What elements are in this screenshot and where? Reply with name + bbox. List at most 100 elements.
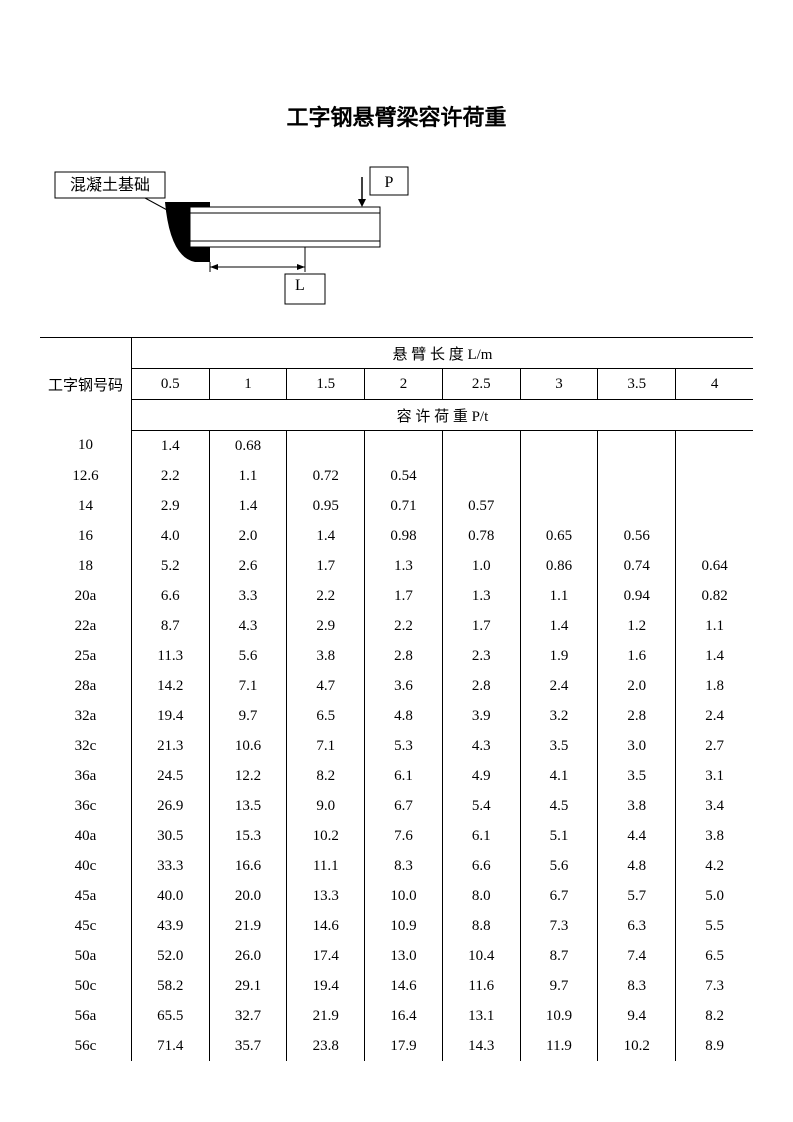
value-cell: 1.4 — [209, 491, 287, 521]
value-cell: 1.6 — [598, 641, 676, 671]
value-cell: 6.5 — [287, 701, 365, 731]
value-cell: 3.8 — [287, 641, 365, 671]
value-cell: 1.8 — [676, 671, 753, 701]
length-header-cell: 2.5 — [442, 369, 520, 400]
value-cell: 0.78 — [442, 521, 520, 551]
value-cell: 14.3 — [442, 1031, 520, 1061]
value-cell — [520, 461, 598, 491]
value-cell: 13.3 — [287, 881, 365, 911]
value-cell: 14.6 — [287, 911, 365, 941]
value-cell: 8.2 — [287, 761, 365, 791]
value-cell: 2.6 — [209, 551, 287, 581]
value-cell: 6.1 — [365, 761, 443, 791]
value-cell: 9.7 — [520, 971, 598, 1001]
table-row: 50a52.026.017.413.010.48.77.46.5 — [40, 941, 753, 971]
value-cell: 7.6 — [365, 821, 443, 851]
value-cell: 65.5 — [131, 1001, 209, 1031]
value-cell: 58.2 — [131, 971, 209, 1001]
value-cell — [287, 431, 365, 462]
value-cell: 4.3 — [442, 731, 520, 761]
value-cell: 1.7 — [442, 611, 520, 641]
value-cell: 3.8 — [676, 821, 753, 851]
value-cell: 21.9 — [287, 1001, 365, 1031]
value-cell: 21.3 — [131, 731, 209, 761]
value-cell: 0.65 — [520, 521, 598, 551]
table-row: 40c33.316.611.18.36.65.64.84.2 — [40, 851, 753, 881]
steel-code-cell: 20a — [40, 581, 131, 611]
value-cell — [365, 431, 443, 462]
table-row: 20a6.63.32.21.71.31.10.940.82 — [40, 581, 753, 611]
value-cell: 13.1 — [442, 1001, 520, 1031]
value-cell: 1.4 — [287, 521, 365, 551]
length-header-cell: 2 — [365, 369, 443, 400]
value-cell: 4.3 — [209, 611, 287, 641]
page-title: 工字钢悬臂梁容许荷重 — [40, 100, 753, 132]
value-cell: 11.3 — [131, 641, 209, 671]
value-cell: 0.82 — [676, 581, 753, 611]
span-header: 悬 臂 长 度 L/m — [131, 338, 753, 369]
value-cell: 6.5 — [676, 941, 753, 971]
value-cell: 10.6 — [209, 731, 287, 761]
table-row: 36a24.512.28.26.14.94.13.53.1 — [40, 761, 753, 791]
value-cell: 26.9 — [131, 791, 209, 821]
length-header-cell: 3 — [520, 369, 598, 400]
value-cell: 11.9 — [520, 1031, 598, 1061]
value-cell: 2.9 — [287, 611, 365, 641]
value-cell: 6.6 — [442, 851, 520, 881]
value-cell: 2.2 — [131, 461, 209, 491]
table-row: 101.40.68 — [40, 431, 753, 462]
value-cell: 2.2 — [365, 611, 443, 641]
steel-code-cell: 45a — [40, 881, 131, 911]
value-cell: 19.4 — [287, 971, 365, 1001]
value-cell — [676, 491, 753, 521]
value-cell: 8.7 — [520, 941, 598, 971]
value-cell: 0.68 — [209, 431, 287, 462]
table-row: 22a8.74.32.92.21.71.41.21.1 — [40, 611, 753, 641]
value-cell: 11.1 — [287, 851, 365, 881]
value-cell: 23.8 — [287, 1031, 365, 1061]
value-cell: 0.98 — [365, 521, 443, 551]
value-cell: 1.1 — [520, 581, 598, 611]
table-row: 164.02.01.40.980.780.650.56 — [40, 521, 753, 551]
value-cell: 8.7 — [131, 611, 209, 641]
value-cell: 2.8 — [442, 671, 520, 701]
value-cell: 6.3 — [598, 911, 676, 941]
value-cell: 52.0 — [131, 941, 209, 971]
value-cell: 33.3 — [131, 851, 209, 881]
steel-code-cell: 36a — [40, 761, 131, 791]
value-cell: 4.8 — [598, 851, 676, 881]
value-cell: 29.1 — [209, 971, 287, 1001]
value-cell: 6.1 — [442, 821, 520, 851]
value-cell: 5.7 — [598, 881, 676, 911]
steel-code-cell: 16 — [40, 521, 131, 551]
value-cell: 2.8 — [598, 701, 676, 731]
value-cell: 71.4 — [131, 1031, 209, 1061]
value-cell: 3.5 — [598, 761, 676, 791]
value-cell: 7.1 — [287, 731, 365, 761]
value-cell: 2.8 — [365, 641, 443, 671]
value-cell: 8.3 — [365, 851, 443, 881]
value-cell: 3.4 — [676, 791, 753, 821]
value-cell: 5.3 — [365, 731, 443, 761]
value-cell: 4.7 — [287, 671, 365, 701]
value-cell: 4.0 — [131, 521, 209, 551]
value-cell: 2.0 — [598, 671, 676, 701]
value-cell: 5.2 — [131, 551, 209, 581]
steel-code-cell: 50c — [40, 971, 131, 1001]
value-cell — [676, 461, 753, 491]
length-header-cell: 1 — [209, 369, 287, 400]
table-row: 32a19.49.76.54.83.93.22.82.4 — [40, 701, 753, 731]
load-label: P — [385, 174, 394, 191]
value-cell: 1.1 — [209, 461, 287, 491]
load-table: 工字钢号码 悬 臂 长 度 L/m 0.511.522.533.54 容 许 荷… — [40, 337, 753, 1061]
value-cell — [676, 521, 753, 551]
value-cell: 1.1 — [676, 611, 753, 641]
value-cell: 4.1 — [520, 761, 598, 791]
table-row: 36c26.913.59.06.75.44.53.83.4 — [40, 791, 753, 821]
steel-code-cell: 22a — [40, 611, 131, 641]
value-cell: 14.2 — [131, 671, 209, 701]
length-label: L — [295, 277, 305, 294]
value-cell: 3.1 — [676, 761, 753, 791]
value-cell: 6.7 — [365, 791, 443, 821]
steel-code-cell: 40a — [40, 821, 131, 851]
